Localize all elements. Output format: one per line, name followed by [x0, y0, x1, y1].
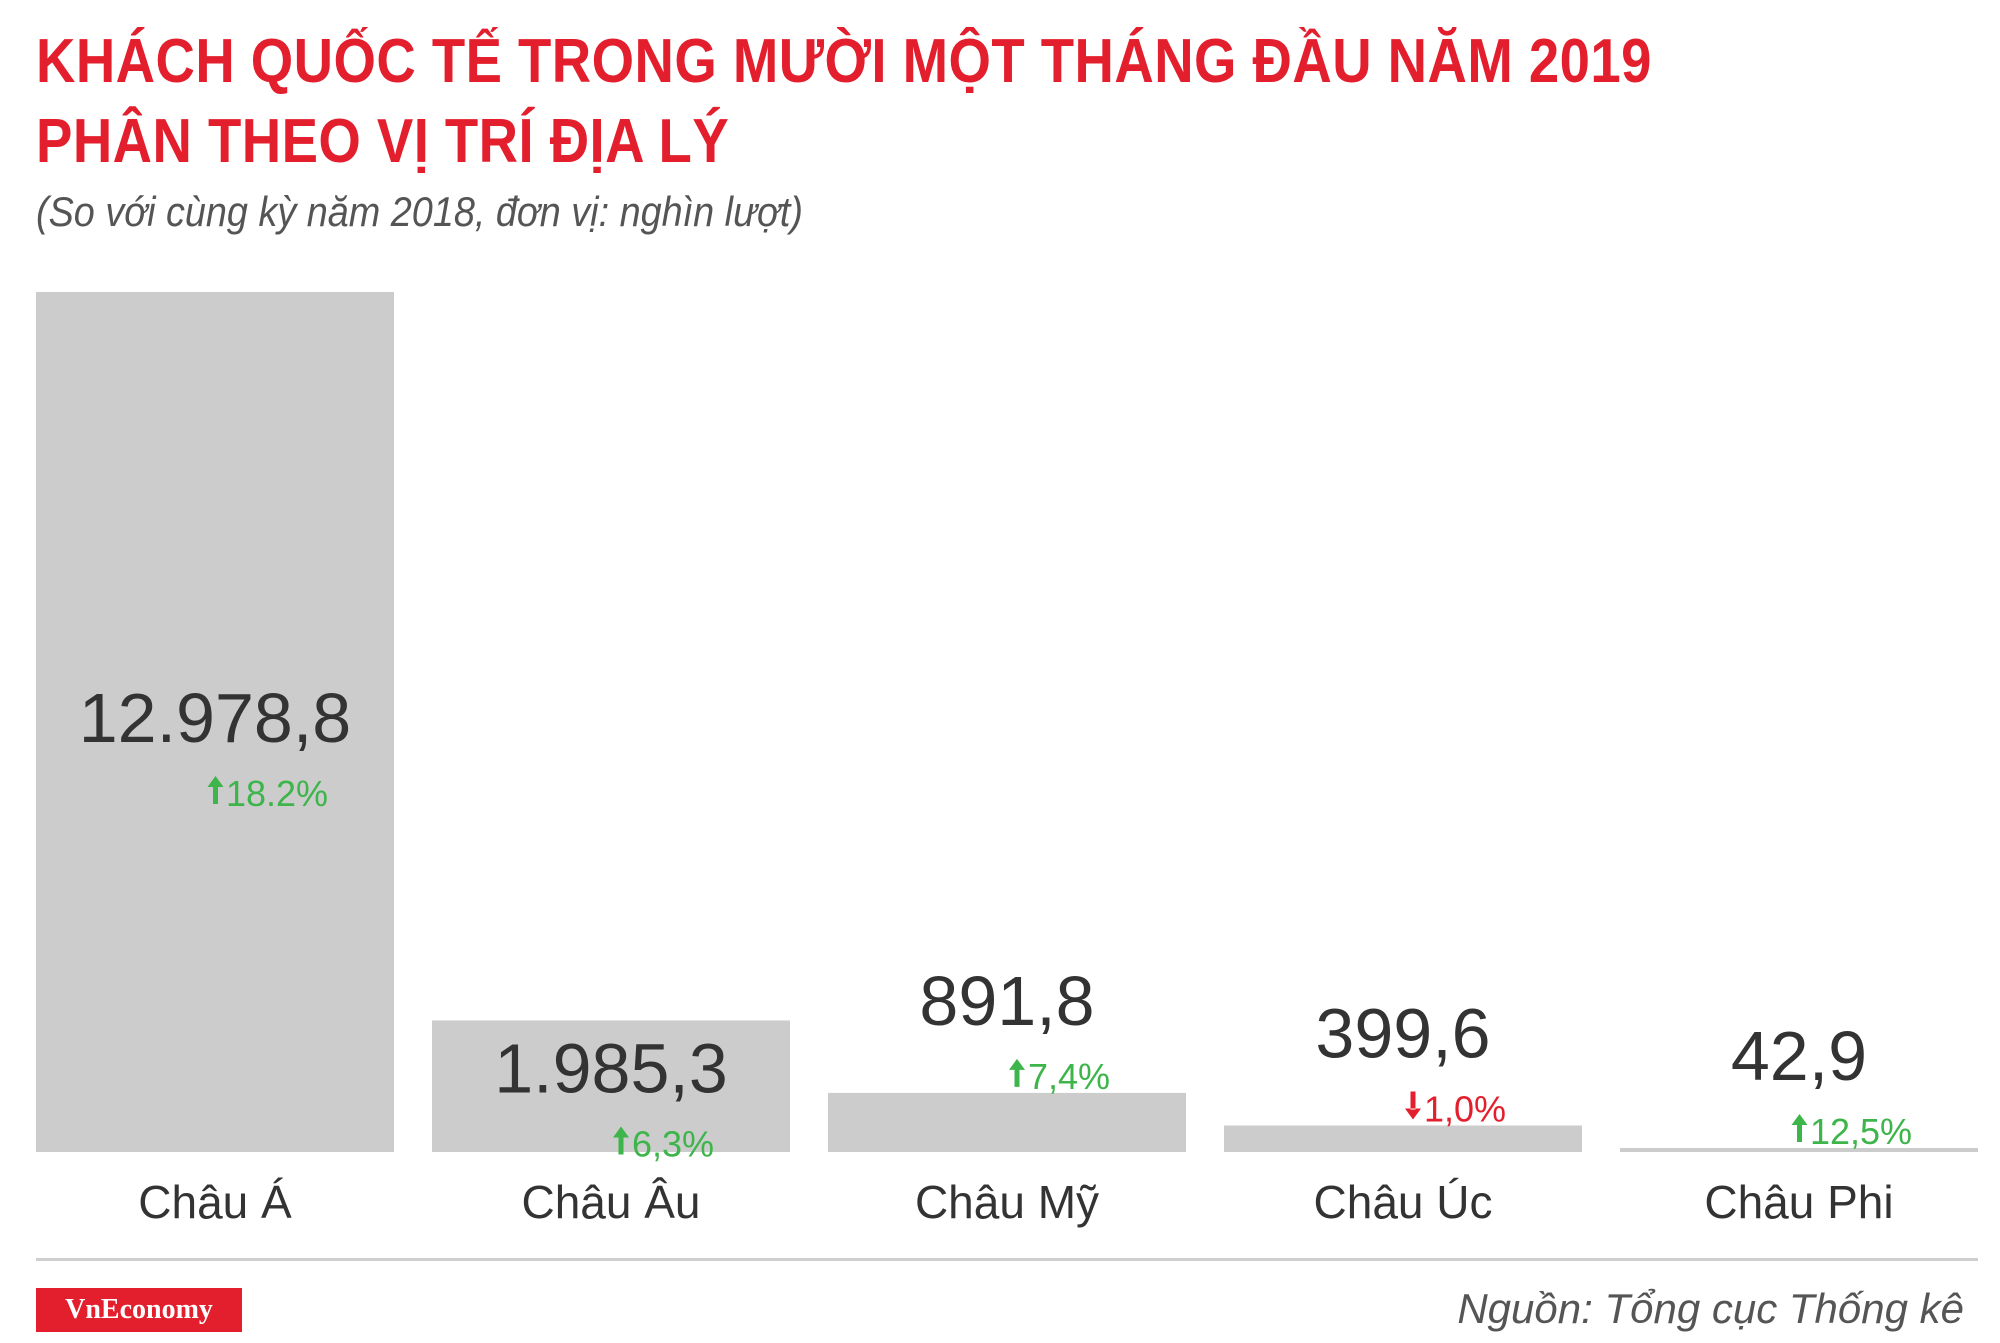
value-label-2: 1.985,3 [494, 1029, 728, 1107]
bar-5 [1620, 1148, 1978, 1152]
bar-1 [36, 292, 394, 1152]
title-line-2: PHÂN THEO VỊ TRÍ ĐỊA LÝ [36, 107, 730, 176]
arrow-up-icon-1 [207, 776, 224, 804]
value-label-1: 12.978,8 [79, 679, 351, 757]
arrow-up-icon-2 [613, 1126, 629, 1155]
change-label-2: 6,3% [632, 1123, 714, 1164]
category-label-4: Châu Úc [1314, 1176, 1493, 1228]
category-label-2: Châu Âu [521, 1176, 700, 1228]
category-label-3: Châu Mỹ [915, 1176, 1099, 1228]
footer-divider [36, 1258, 1978, 1261]
bar-2 [432, 1020, 790, 1152]
arrow-down-icon-4 [1405, 1091, 1421, 1120]
change-label-3: 7,4% [1028, 1056, 1110, 1097]
value-label-3: 891,8 [919, 962, 1094, 1040]
change-label-5: 12,5% [1810, 1111, 1912, 1152]
value-label-4: 399,6 [1315, 995, 1490, 1073]
vneconomy-logo: VnEconomy [36, 1288, 242, 1332]
value-label-5: 42,9 [1731, 1017, 1867, 1095]
category-label-1: Châu Á [138, 1176, 292, 1228]
source-note: Nguồn: Tổng cục Thống kê [1457, 1285, 1964, 1332]
bar-4 [1224, 1125, 1582, 1152]
category-label-5: Châu Phi [1704, 1176, 1893, 1228]
bar-3 [828, 1092, 1186, 1152]
change-label-4: 1,0% [1424, 1089, 1506, 1130]
chart-title: KHÁCH QUỐC TẾ TRONG MƯỜI MỘT THÁNG ĐẦU N… [36, 22, 1652, 182]
chart-subtitle: (So với cùng kỳ năm 2018, đơn vị: nghìn … [36, 188, 803, 235]
arrow-up-icon-3 [1009, 1058, 1025, 1087]
change-label-1: 18.2% [226, 773, 328, 814]
arrow-up-icon-5 [1791, 1114, 1808, 1142]
title-line-1: KHÁCH QUỐC TẾ TRONG MƯỜI MỘT THÁNG ĐẦU N… [36, 27, 1652, 96]
